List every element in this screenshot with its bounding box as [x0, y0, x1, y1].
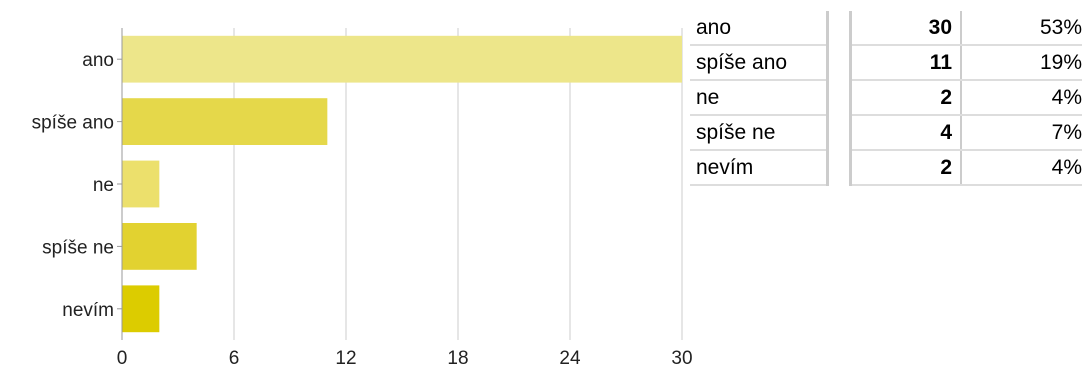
x-tick-label: 24 — [559, 348, 581, 369]
summary-table: ano 30 53% spíše ano 11 19% ne 2 4% spíše ne 4 7% ne… — [690, 11, 1082, 186]
row-gap — [828, 11, 851, 45]
table-row: spíše ne 4 7% — [690, 115, 1082, 151]
row-label: ano — [690, 11, 829, 46]
row-gap — [828, 150, 851, 185]
category-label: ano — [82, 50, 114, 71]
row-count: 4 — [849, 115, 962, 151]
row-label: nevím — [690, 150, 829, 186]
category-label: ne — [93, 175, 114, 196]
category-label: nevím — [62, 300, 114, 321]
category-labels: ano spíše ano ne spíše ne nevím — [32, 50, 122, 321]
bar-chart: ano spíše ano ne spíše ne nevím 0 6 12 18 24 30 — [32, 28, 693, 369]
row-gap — [828, 80, 851, 115]
x-tick-label: 6 — [229, 348, 240, 369]
row-count: 11 — [849, 45, 962, 81]
row-percent: 19% — [961, 45, 1082, 81]
bar-3 — [122, 223, 197, 270]
row-label: ne — [690, 80, 829, 116]
bar-2 — [122, 160, 160, 208]
row-count: 30 — [849, 11, 962, 46]
bars — [122, 35, 682, 333]
bar-1 — [122, 98, 328, 145]
x-tick-label: 30 — [671, 348, 692, 369]
row-count: 2 — [849, 150, 962, 186]
category-label: spíše ano — [32, 113, 114, 134]
x-tick-label: 0 — [117, 348, 128, 369]
x-tick-label: 18 — [447, 348, 468, 369]
row-percent: 7% — [961, 115, 1082, 151]
row-gap — [828, 115, 851, 150]
x-tick-labels: 0 6 12 18 24 30 — [117, 348, 693, 369]
table-row: nevím 2 4% — [690, 150, 1082, 186]
table-row: spíše ano 11 19% — [690, 45, 1082, 81]
row-percent: 4% — [961, 80, 1082, 116]
x-tick-label: 12 — [335, 348, 356, 369]
row-label: spíše ano — [690, 45, 829, 81]
row-percent: 4% — [961, 150, 1082, 186]
category-label: spíše ne — [42, 237, 114, 258]
row-gap — [828, 45, 851, 80]
row-percent: 53% — [961, 11, 1082, 46]
bar-0 — [122, 35, 682, 83]
row-label: spíše ne — [690, 115, 829, 151]
bar-4 — [122, 285, 160, 333]
table-row: ne 2 4% — [690, 80, 1082, 116]
row-count: 2 — [849, 80, 962, 116]
table-row: ano 30 53% — [690, 11, 1082, 46]
